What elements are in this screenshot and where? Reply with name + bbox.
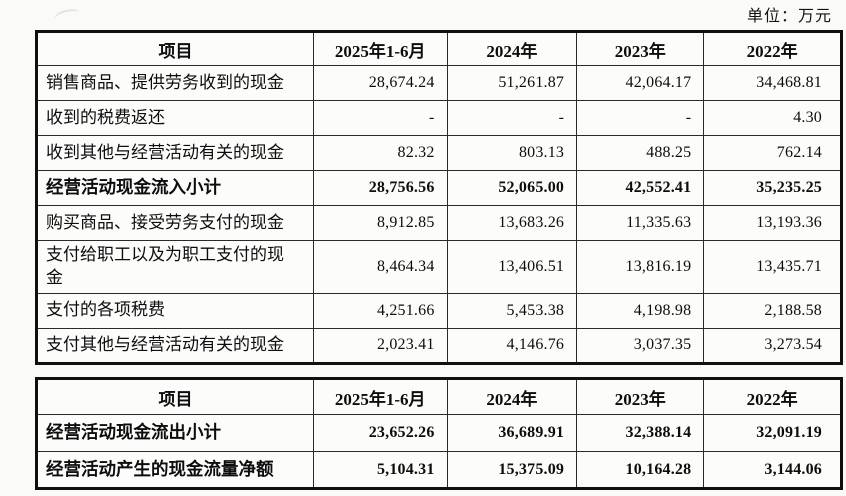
cell-value: 35,235.25 xyxy=(703,170,842,206)
operating-cash-inflow-table: 项目 2025年1-6月 2024年 2023年 2022年 销售商品、提供劳务收到的现金… xyxy=(35,30,843,365)
cell-value: 2,188.58 xyxy=(703,292,842,329)
cell-value: 5,453.38 xyxy=(446,292,578,329)
cell-value: 34,468.81 xyxy=(703,65,842,101)
cell-value: 3,037.35 xyxy=(576,327,705,364)
cell-value: 13,683.26 xyxy=(446,205,578,241)
cell-value: 36,689.91 xyxy=(446,414,578,452)
column-header: 2023年 xyxy=(576,31,705,66)
cell-value: 15,375.09 xyxy=(446,451,578,489)
cell-value: 3,144.06 xyxy=(703,451,842,489)
row-label: 收到的税费返还 xyxy=(36,100,314,136)
cell-value: - xyxy=(446,100,578,136)
row-label: 收到其他与经营活动有关的现金 xyxy=(36,135,314,171)
column-header: 2025年1-6月 xyxy=(312,31,448,66)
cell-value: 10,164.28 xyxy=(576,451,705,489)
header-row: 项目 2025年1-6月 2024年 2023年 2022年 xyxy=(36,31,842,66)
column-header: 2025年1-6月 xyxy=(312,378,448,415)
unit-label: 单位：万元 xyxy=(746,8,832,25)
column-header: 2022年 xyxy=(703,31,842,66)
table-row: 销售商品、提供劳务收到的现金 28,674.24 51,261.87 42,064.1… xyxy=(36,65,842,101)
cell-value: 82.32 xyxy=(312,135,448,171)
cell-value: 3,273.54 xyxy=(703,327,842,364)
cell-value: 32,091.19 xyxy=(703,414,842,452)
cell-value: 13,435.71 xyxy=(703,240,842,294)
table-row: 经营活动产生的现金流量净额 5,104.31 15,375.09 10,164.28 3… xyxy=(36,451,842,489)
table-row: 收到的税费返还 - - -4.30 xyxy=(36,100,842,136)
cell-value: 488.25 xyxy=(576,135,705,171)
cell-value: 28,756.56 xyxy=(312,170,448,206)
cell-value: - xyxy=(576,100,705,136)
table-row: 收到其他与经营活动有关的现金 82.32 803.13 488.25 762.14 xyxy=(36,135,842,171)
row-label: 支付其他与经营活动有关的现金 xyxy=(36,327,314,364)
cell-value: - xyxy=(312,100,448,136)
cell-value: 8,912.85 xyxy=(312,205,448,241)
smudge-artifact xyxy=(52,7,82,27)
header-row: 项目 2025年1-6月 2024年 2023年 2022年 xyxy=(36,378,842,415)
row-label: 经营活动现金流入小计 xyxy=(36,170,314,206)
table-row: 购买商品、接受劳务支付的现金 8,912.85 13,683.26 11,335.63… xyxy=(36,205,842,241)
cell-value: 4.30 xyxy=(703,100,842,136)
row-label: 支付给职工以及为职工支付的现金 xyxy=(36,240,314,294)
table-row: 支付给职工以及为职工支付的现金 8,464.34 13,406.51 13,816.1… xyxy=(36,240,842,294)
column-header: 2023年 xyxy=(576,378,705,415)
column-header: 2022年 xyxy=(703,378,842,415)
cell-value: 5,104.31 xyxy=(312,451,448,489)
cell-value: 13,193.36 xyxy=(703,205,842,241)
table-row: 支付其他与经营活动有关的现金 2,023.41 4,146.76 3,037.35 3,… xyxy=(36,327,842,364)
table-row: 支付的各项税费 4,251.66 5,453.38 4,198.98 2,188.58 xyxy=(36,292,842,329)
cell-value: 2,023.41 xyxy=(312,327,448,364)
cell-value: 42,552.41 xyxy=(576,170,705,206)
cell-value: 11,335.63 xyxy=(576,205,705,241)
column-header: 2024年 xyxy=(446,378,578,415)
cell-value: 23,652.26 xyxy=(312,414,448,452)
row-label: 经营活动现金流出小计 xyxy=(36,414,314,452)
cell-value: 4,146.76 xyxy=(446,327,578,364)
cell-value: 28,674.24 xyxy=(312,65,448,101)
column-header: 项目 xyxy=(36,31,314,66)
row-label: 经营活动产生的现金流量净额 xyxy=(36,451,314,489)
cell-value: 51,261.87 xyxy=(446,65,578,101)
cell-value: 42,064.17 xyxy=(576,65,705,101)
column-header: 2024年 xyxy=(446,31,578,66)
cell-value: 803.13 xyxy=(446,135,578,171)
operating-cash-outflow-table: 项目 2025年1-6月 2024年 2023年 2022年 经营活动现金流出小计 23,6… xyxy=(35,377,843,490)
column-header: 项目 xyxy=(36,378,314,415)
cell-value: 13,406.51 xyxy=(446,240,578,294)
cell-value: 8,464.34 xyxy=(312,240,448,294)
table-row: 经营活动现金流出小计 23,652.26 36,689.91 32,388.14 32,… xyxy=(36,414,842,452)
row-label: 销售商品、提供劳务收到的现金 xyxy=(36,65,314,101)
row-label: 支付的各项税费 xyxy=(36,292,314,329)
cell-value: 52,065.00 xyxy=(446,170,578,206)
cell-value: 32,388.14 xyxy=(576,414,705,452)
table-row: 经营活动现金流入小计 28,756.56 52,065.00 42,552.41 35,… xyxy=(36,170,842,206)
cell-value: 13,816.19 xyxy=(576,240,705,294)
cell-value: 762.14 xyxy=(703,135,842,171)
cell-value: 4,198.98 xyxy=(576,292,705,329)
row-label: 购买商品、接受劳务支付的现金 xyxy=(36,205,314,241)
cell-value: 4,251.66 xyxy=(312,292,448,329)
